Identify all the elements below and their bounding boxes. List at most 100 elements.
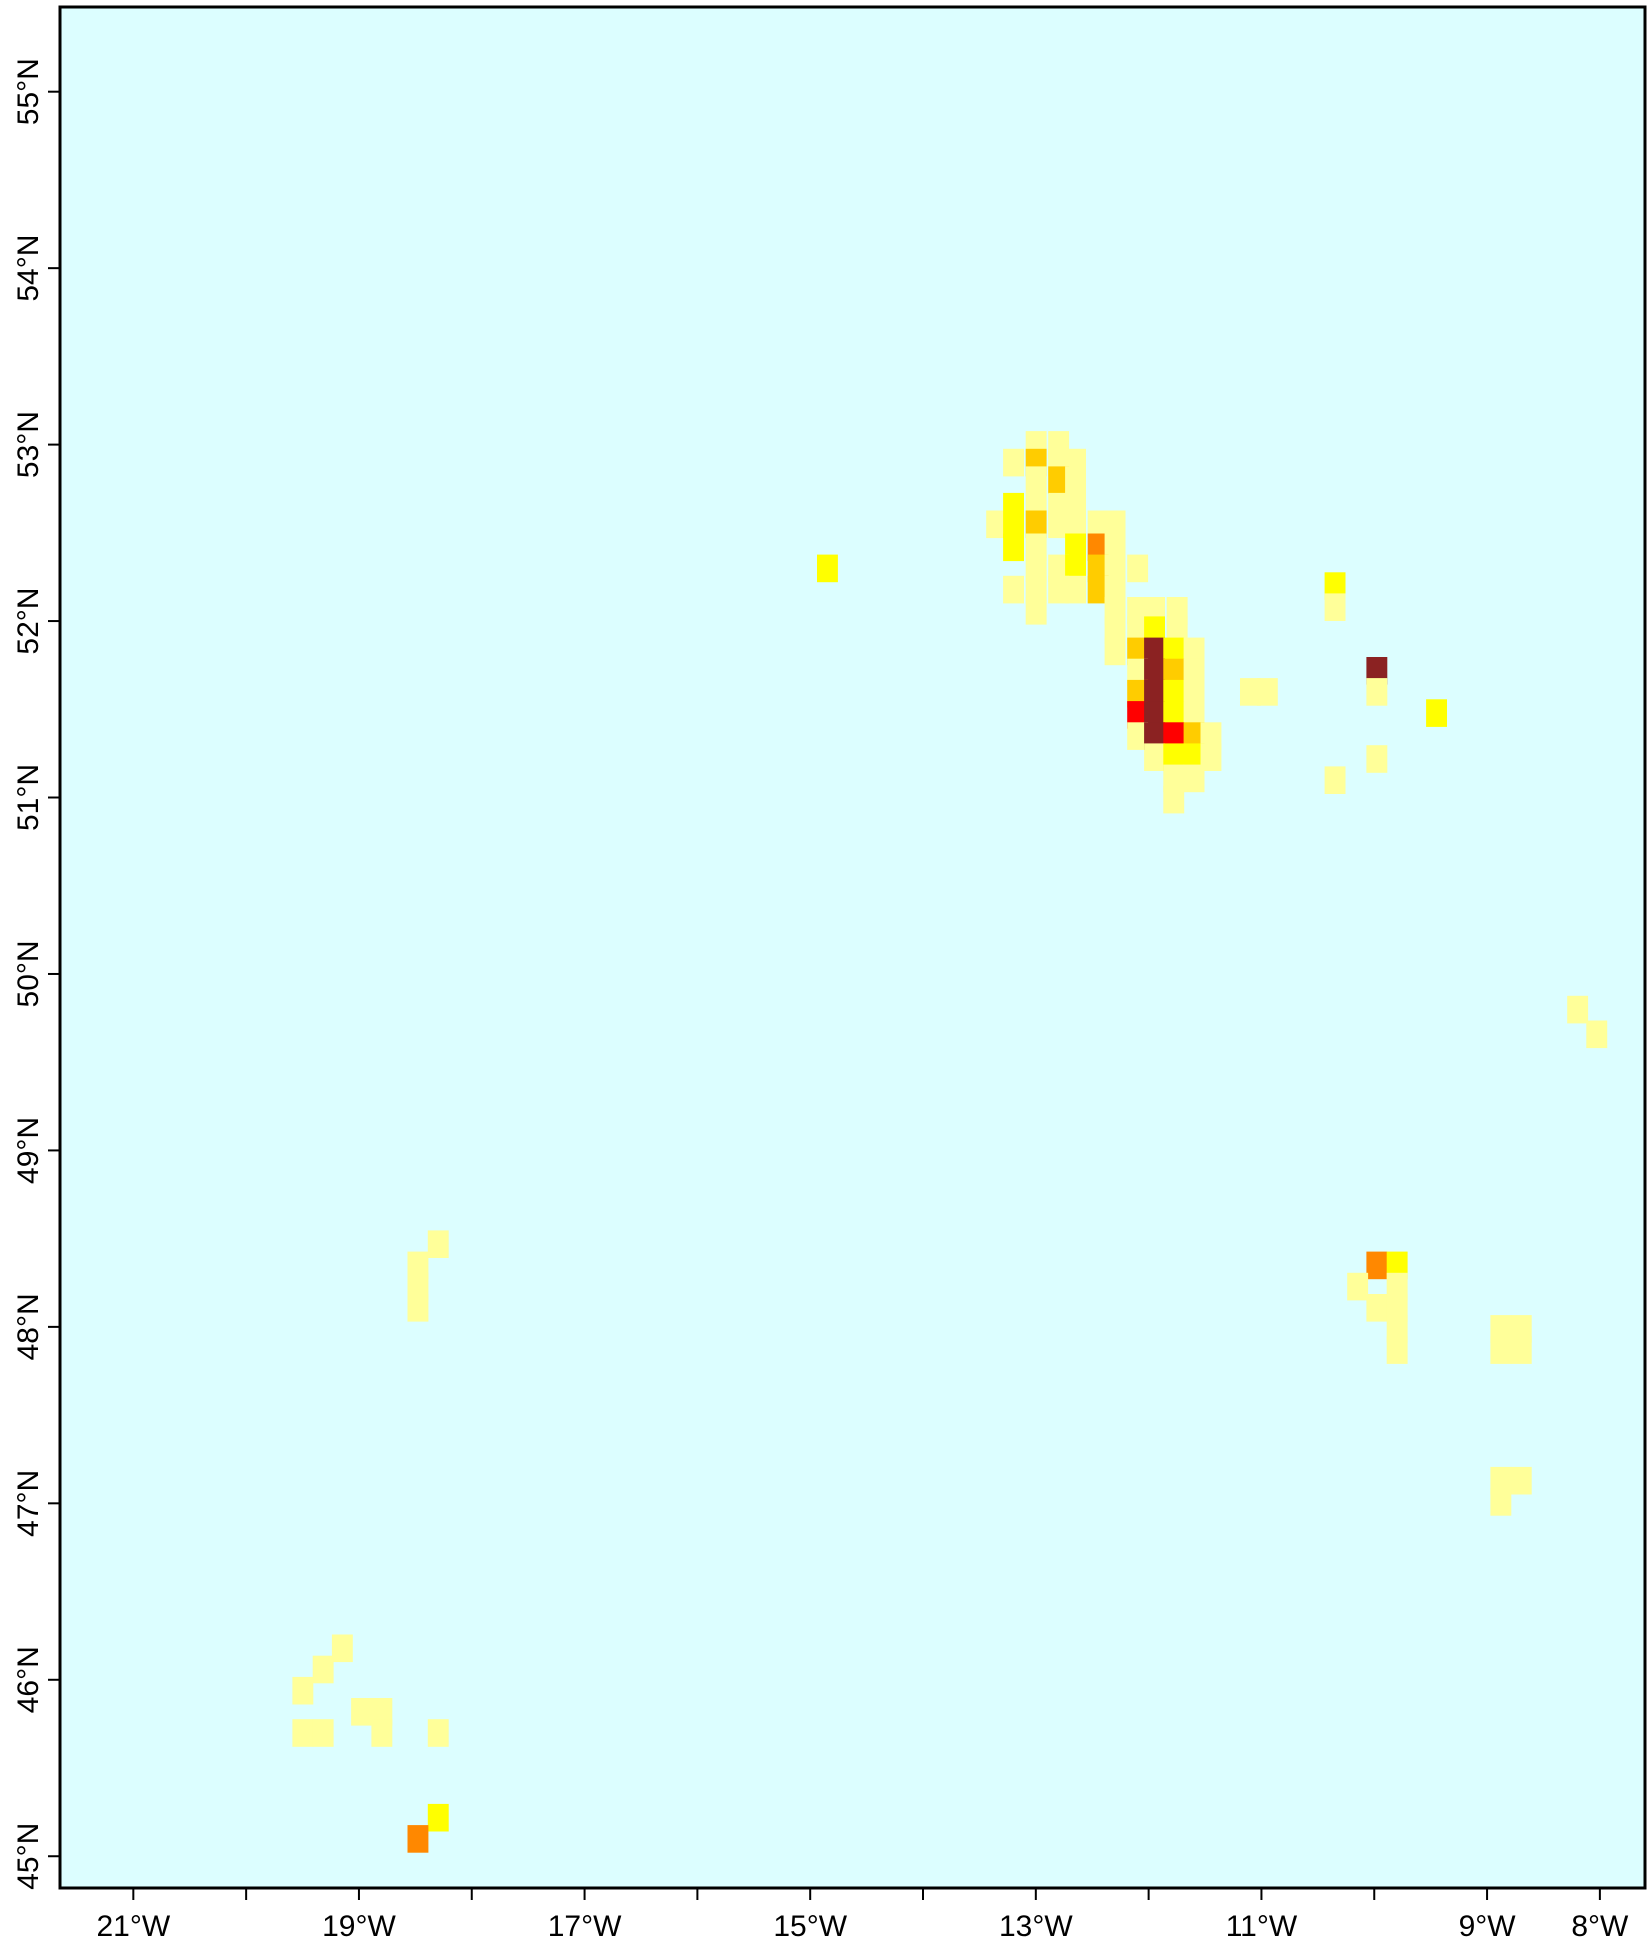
heat-cell <box>1127 554 1149 583</box>
heat-cell <box>1163 764 1185 793</box>
heat-cell <box>1025 597 1047 625</box>
heat-cell <box>1347 1272 1369 1301</box>
heat-cell <box>1104 637 1126 666</box>
heat-cell <box>1003 575 1024 604</box>
heat-cell <box>1366 1294 1388 1322</box>
heat-cell <box>1144 679 1165 708</box>
y-axis: 45°N 46°N 47°N 48°N 49°N 50°N 51°N 52°N 53°N 54°N… <box>12 58 60 1890</box>
heat-cell <box>1426 699 1447 727</box>
heat-cell <box>1104 533 1126 562</box>
heat-cell <box>817 554 838 583</box>
y-tick-label: 50°N <box>12 940 45 1007</box>
heat-cell <box>1240 678 1261 706</box>
x-tick-label: 21°W <box>96 1910 170 1943</box>
map-background <box>60 7 1645 1888</box>
heat-cell <box>371 1698 393 1726</box>
heat-cell <box>1510 1466 1532 1495</box>
heat-cell <box>1366 657 1388 685</box>
heat-cell <box>1163 785 1185 814</box>
heat-cell <box>1048 510 1070 539</box>
heat-cell <box>1003 533 1024 562</box>
heat-cell <box>986 510 1008 539</box>
heat-cell <box>1104 510 1126 539</box>
y-tick-label: 46°N <box>12 1646 45 1713</box>
heat-cell <box>407 1825 429 1853</box>
heat-cell <box>1025 554 1047 583</box>
heat-cell <box>292 1676 314 1705</box>
heat-cell <box>1324 593 1346 621</box>
x-tick-label: 8°W <box>1571 1910 1629 1943</box>
heat-cell <box>427 1230 449 1258</box>
heat-cell <box>1104 554 1126 583</box>
heat-cell <box>1087 533 1109 562</box>
heat-cell <box>1163 637 1185 666</box>
heat-cell <box>1183 743 1205 771</box>
heat-cell <box>407 1294 429 1322</box>
y-tick-label: 47°N <box>12 1470 45 1537</box>
heat-cell <box>1386 1315 1408 1343</box>
heat-cell <box>1025 510 1047 539</box>
heat-cell <box>407 1272 429 1301</box>
heat-cell <box>312 1655 334 1684</box>
x-tick-label: 11°W <box>1226 1910 1298 1943</box>
heat-cell <box>1510 1315 1532 1343</box>
heat-cell <box>1490 1466 1512 1495</box>
heat-cell <box>1003 510 1024 539</box>
heat-cell <box>1183 679 1205 708</box>
heat-cell <box>331 1634 353 1663</box>
heat-cell <box>1025 466 1047 494</box>
heat-cell <box>1127 679 1149 708</box>
y-tick-label: 45°N <box>12 1823 45 1890</box>
heat-cell <box>427 1719 449 1747</box>
heat-cell <box>1183 701 1205 729</box>
heat-cell <box>1065 510 1086 539</box>
heat-cell <box>1510 1336 1532 1364</box>
heat-cell <box>1087 510 1109 539</box>
heat-cell <box>1163 722 1185 750</box>
heat-cell <box>351 1698 372 1726</box>
x-tick-label: 13°W <box>999 1910 1073 1943</box>
heat-cell <box>1127 658 1149 687</box>
heat-cell <box>1366 678 1388 706</box>
heat-cell <box>1386 1294 1408 1322</box>
y-tick-label: 55°N <box>12 58 45 125</box>
heat-cell <box>1144 658 1165 687</box>
heat-cell <box>1065 466 1086 494</box>
heat-cell <box>1127 701 1149 729</box>
heat-cell <box>1490 1336 1512 1364</box>
heat-cell <box>1386 1272 1408 1301</box>
y-tick-label: 51°N <box>12 764 45 831</box>
heat-cell <box>1144 701 1165 729</box>
heat-cell <box>292 1719 314 1747</box>
heat-cell <box>1490 1488 1512 1516</box>
heat-cell <box>1127 616 1149 644</box>
heat-cell <box>1163 658 1185 687</box>
heat-cell <box>1048 575 1070 604</box>
heat-cell <box>1048 554 1070 583</box>
heat-cell <box>1025 575 1047 604</box>
heat-cell <box>1567 995 1589 1024</box>
heat-cell <box>1163 743 1185 771</box>
heat-cell <box>1087 575 1109 604</box>
heat-cell <box>1048 466 1070 494</box>
heat-cell <box>1144 616 1165 644</box>
x-tick-label: 17°W <box>548 1910 622 1943</box>
heat-cell <box>1127 722 1149 750</box>
heat-cell <box>1104 575 1126 604</box>
heat-cell <box>1144 722 1165 750</box>
heat-cell <box>1386 1336 1408 1364</box>
heat-cell <box>1256 678 1278 706</box>
heat-cell <box>1163 679 1185 708</box>
heatmap-cells <box>292 431 1608 1853</box>
heat-cell <box>1490 1315 1512 1343</box>
heat-cell <box>1200 722 1222 750</box>
heat-cell <box>1087 554 1109 583</box>
y-tick-label: 53°N <box>12 411 45 478</box>
x-axis: 21°W 19°W 17°W 15°W 13°W 11°W 9°W 8°W <box>96 1888 1629 1943</box>
x-tick-label: 15°W <box>773 1910 847 1943</box>
heat-cell <box>1104 616 1126 644</box>
map-frame <box>58 5 1647 1890</box>
y-tick-label: 48°N <box>12 1293 45 1360</box>
heat-cell <box>1324 766 1346 794</box>
y-tick-label: 52°N <box>12 588 45 655</box>
